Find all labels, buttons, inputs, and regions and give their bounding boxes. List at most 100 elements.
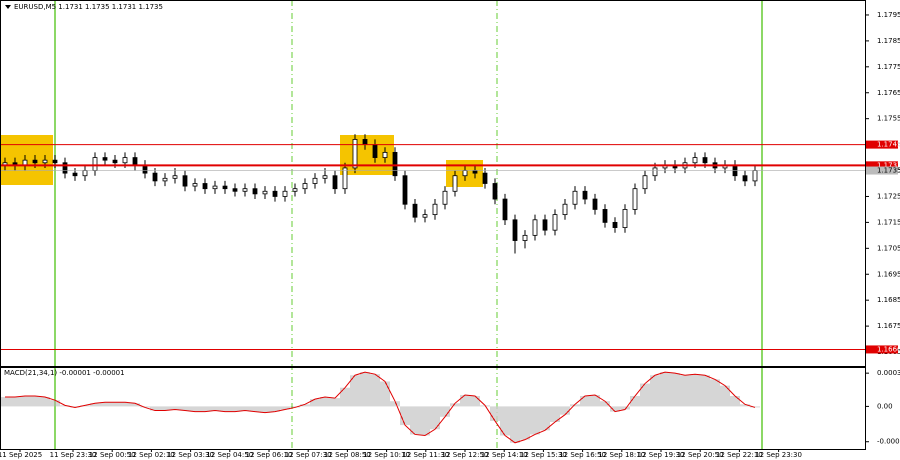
candle-body — [232, 188, 238, 192]
macd-bar — [662, 372, 664, 407]
macd-bar — [656, 375, 658, 407]
macd-bar — [560, 406, 562, 415]
menu-arrow[interactable] — [5, 5, 11, 9]
candle-body — [72, 172, 78, 177]
macd-bar — [558, 406, 560, 422]
macd-bar — [416, 406, 418, 435]
macd-bar — [140, 406, 142, 408]
macd-bar — [334, 398, 336, 407]
macd-bar — [486, 405, 488, 407]
macd-bar — [520, 406, 522, 440]
x-tick-label: 12 Sep 11:30 — [402, 451, 449, 459]
macd-bar — [526, 406, 528, 440]
macd-bar — [650, 375, 652, 407]
macd-bar — [392, 401, 394, 407]
macd-bar — [162, 406, 164, 411]
macd-bar — [702, 375, 704, 407]
candle-body — [522, 234, 528, 241]
x-tick-label: 12 Sep 03:30 — [167, 451, 214, 459]
macd-bar — [248, 406, 250, 411]
candle-body — [582, 190, 588, 200]
macd-bar — [88, 405, 90, 407]
macd-bar — [430, 406, 432, 430]
macd-bar — [410, 406, 412, 435]
macd-bar — [758, 406, 760, 408]
macd-bar — [98, 403, 100, 407]
macd-bar — [52, 400, 54, 407]
macd-bar — [530, 406, 532, 435]
macd-bar — [546, 406, 548, 431]
macd-bar — [500, 406, 502, 436]
macd-bar — [84, 405, 86, 407]
macd-bar — [262, 406, 264, 413]
x-tick-label: 12 Sep 02:10 — [128, 451, 175, 459]
macd-bar — [506, 406, 508, 436]
macd-bar — [734, 396, 736, 407]
candle-body — [142, 164, 148, 174]
level-tag — [866, 161, 898, 170]
macd-bar — [678, 373, 680, 407]
macd-bar — [442, 406, 444, 417]
macd-bar — [482, 405, 484, 407]
macd-bar — [586, 396, 588, 407]
macd-bar — [574, 404, 576, 407]
macd-bar — [220, 406, 222, 412]
macd-bar — [146, 406, 148, 408]
macd-bar — [604, 401, 606, 407]
candle-body — [442, 190, 448, 205]
macd-bar — [438, 406, 440, 430]
macd-bar — [682, 375, 684, 407]
macd-bar — [740, 404, 742, 407]
macd-bar — [616, 406, 618, 412]
candle-body — [182, 175, 188, 187]
macd-bar — [136, 403, 138, 407]
last-price-label: 1.1735 — [877, 167, 900, 175]
macd-bar — [688, 375, 690, 407]
candle-body — [32, 159, 38, 164]
candle-body — [542, 219, 548, 231]
macd-bar — [74, 406, 76, 408]
macd-bar — [684, 375, 686, 407]
macd-bar — [508, 406, 510, 436]
macd-bar — [742, 404, 744, 407]
macd-bar — [594, 394, 596, 407]
candle-body — [212, 185, 218, 190]
macd-bar — [322, 397, 324, 407]
macd-bar — [478, 396, 480, 407]
macd-bar — [268, 406, 270, 413]
macd-bar — [36, 396, 38, 407]
macd-bar — [480, 405, 482, 407]
macd-bar — [440, 406, 442, 417]
macd-bar — [130, 403, 132, 407]
macd-bar — [556, 406, 558, 422]
macd-bar — [396, 401, 398, 407]
macd-bar — [182, 406, 184, 411]
x-tick-label: 12 Sep 14:10 — [481, 451, 528, 459]
macd-bar — [310, 399, 312, 407]
macd-bar — [370, 374, 372, 407]
candle-body — [332, 175, 338, 190]
macd-bar — [496, 406, 498, 421]
macd-bar — [350, 375, 352, 407]
macd-bar — [542, 406, 544, 431]
macd-bar — [732, 396, 734, 407]
macd-bar — [16, 397, 18, 407]
macd-bar — [412, 406, 414, 435]
macd-bar — [54, 400, 56, 407]
macd-bar — [394, 401, 396, 407]
macd-bar — [614, 406, 616, 412]
macd-bar — [128, 402, 130, 407]
macd-bar — [454, 403, 456, 407]
macd-bar — [20, 396, 22, 407]
macd-bar — [184, 406, 186, 411]
macd-bar — [376, 374, 378, 407]
macd-bar — [264, 406, 266, 413]
candle-body — [152, 172, 158, 182]
macd-title: MACD(21,34,1) -0.00001 -0.00001 — [4, 369, 125, 377]
macd-bar — [718, 379, 720, 407]
candle-body — [62, 162, 68, 174]
macd-bar — [10, 397, 12, 407]
macd-bar — [362, 372, 364, 407]
macd-bar — [360, 372, 362, 407]
macd-bar — [326, 397, 328, 407]
